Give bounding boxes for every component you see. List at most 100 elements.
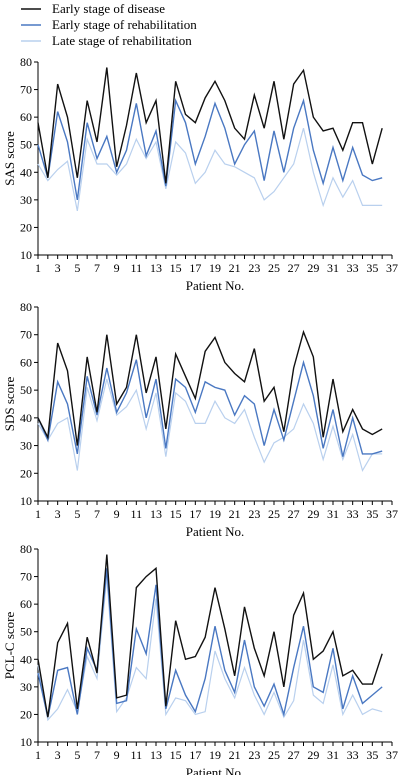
y-tick-label: 60	[20, 110, 32, 124]
x-tick-label: 25	[268, 507, 280, 521]
x-tick-label: 21	[229, 261, 241, 275]
y-tick-label: 50	[20, 383, 32, 397]
x-tick-label: 27	[288, 748, 300, 762]
x-tick-label: 17	[189, 507, 201, 521]
x-tick-label: 11	[131, 261, 143, 275]
y-tick-label: 60	[20, 355, 32, 369]
y-tick-label: 70	[20, 570, 32, 584]
x-tick-label: 7	[94, 261, 100, 275]
series-line	[37, 359, 383, 457]
series-line	[37, 128, 383, 212]
x-tick-label: 21	[229, 748, 241, 762]
x-tick-label: 25	[268, 261, 280, 275]
series-line	[37, 378, 383, 473]
x-tick-label: 29	[307, 748, 319, 762]
x-tick-label: 35	[366, 748, 378, 762]
x-tick-label: 31	[327, 507, 339, 521]
x-tick-label: 1	[35, 748, 41, 762]
x-axis-title: Patient No.	[186, 524, 245, 539]
y-tick-label: 10	[20, 735, 32, 749]
y-tick-label: 50	[20, 138, 32, 152]
x-tick-label: 7	[94, 507, 100, 521]
x-tick-label: 17	[189, 748, 201, 762]
x-tick-label: 9	[114, 261, 120, 275]
x-tick-label: 13	[150, 261, 162, 275]
x-axis-title: Patient No.	[186, 765, 245, 775]
series-line	[37, 67, 383, 184]
x-tick-label: 27	[288, 261, 300, 275]
y-tick-label: 20	[20, 466, 32, 480]
y-axis-title: SDS score	[2, 377, 17, 432]
y-tick-label: 30	[20, 439, 32, 453]
x-tick-label: 21	[229, 507, 241, 521]
series-line	[37, 329, 383, 446]
x-tick-label: 33	[347, 748, 359, 762]
y-tick-label: 70	[20, 83, 32, 97]
x-tick-label: 33	[347, 261, 359, 275]
x-tick-label: 9	[114, 507, 120, 521]
x-tick-label: 1	[35, 507, 41, 521]
x-tick-label: 23	[248, 507, 260, 521]
x-tick-label: 13	[150, 748, 162, 762]
y-tick-label: 40	[20, 652, 32, 666]
legend-item: Late stage of rehabilitation	[21, 33, 192, 48]
y-tick-label: 40	[20, 165, 32, 179]
y-tick-label: 40	[20, 411, 32, 425]
x-tick-label: 29	[307, 507, 319, 521]
series-line	[37, 576, 383, 722]
x-tick-label: 3	[55, 507, 61, 521]
legend-item: Early stage of disease	[21, 1, 165, 16]
x-tick-label: 35	[366, 507, 378, 521]
y-tick-label: 80	[20, 55, 32, 69]
x-axis-title: Patient No.	[186, 278, 245, 293]
x-tick-label: 3	[55, 261, 61, 275]
x-tick-label: 19	[209, 748, 221, 762]
x-tick-label: 3	[55, 748, 61, 762]
y-axis-title: SAS score	[2, 131, 17, 186]
x-tick-label: 15	[170, 261, 182, 275]
y-tick-label: 10	[20, 494, 32, 508]
x-tick-label: 7	[94, 748, 100, 762]
x-tick-label: 9	[114, 748, 120, 762]
series-line	[37, 568, 383, 718]
x-tick-label: 33	[347, 507, 359, 521]
x-tick-label: 27	[288, 507, 300, 521]
x-tick-label: 31	[327, 748, 339, 762]
x-tick-label: 37	[386, 507, 398, 521]
y-tick-label: 70	[20, 328, 32, 342]
x-tick-label: 13	[150, 507, 162, 521]
x-tick-label: 5	[74, 507, 80, 521]
x-tick-label: 15	[170, 748, 182, 762]
x-tick-label: 23	[248, 748, 260, 762]
x-tick-label: 11	[131, 748, 143, 762]
legend-label: Early stage of rehabilitation	[52, 17, 197, 32]
y-tick-label: 20	[20, 220, 32, 234]
x-tick-label: 37	[386, 748, 398, 762]
x-tick-label: 23	[248, 261, 260, 275]
x-tick-label: 15	[170, 507, 182, 521]
x-tick-label: 11	[131, 507, 143, 521]
y-tick-label: 80	[20, 300, 32, 314]
legend-item: Early stage of rehabilitation	[21, 17, 197, 32]
x-tick-label: 5	[74, 261, 80, 275]
x-tick-label: 19	[209, 261, 221, 275]
y-axis-title: PCL-C score	[2, 612, 17, 680]
y-tick-label: 50	[20, 625, 32, 639]
y-tick-label: 20	[20, 707, 32, 721]
x-tick-label: 25	[268, 748, 280, 762]
series-line	[37, 97, 383, 200]
x-tick-label: 35	[366, 261, 378, 275]
x-tick-label: 31	[327, 261, 339, 275]
x-tick-label: 5	[74, 748, 80, 762]
y-tick-label: 10	[20, 248, 32, 262]
legend-label: Late stage of rehabilitation	[52, 33, 192, 48]
legend-label: Early stage of disease	[52, 1, 165, 16]
y-tick-label: 60	[20, 597, 32, 611]
x-tick-label: 19	[209, 507, 221, 521]
y-tick-label: 30	[20, 680, 32, 694]
